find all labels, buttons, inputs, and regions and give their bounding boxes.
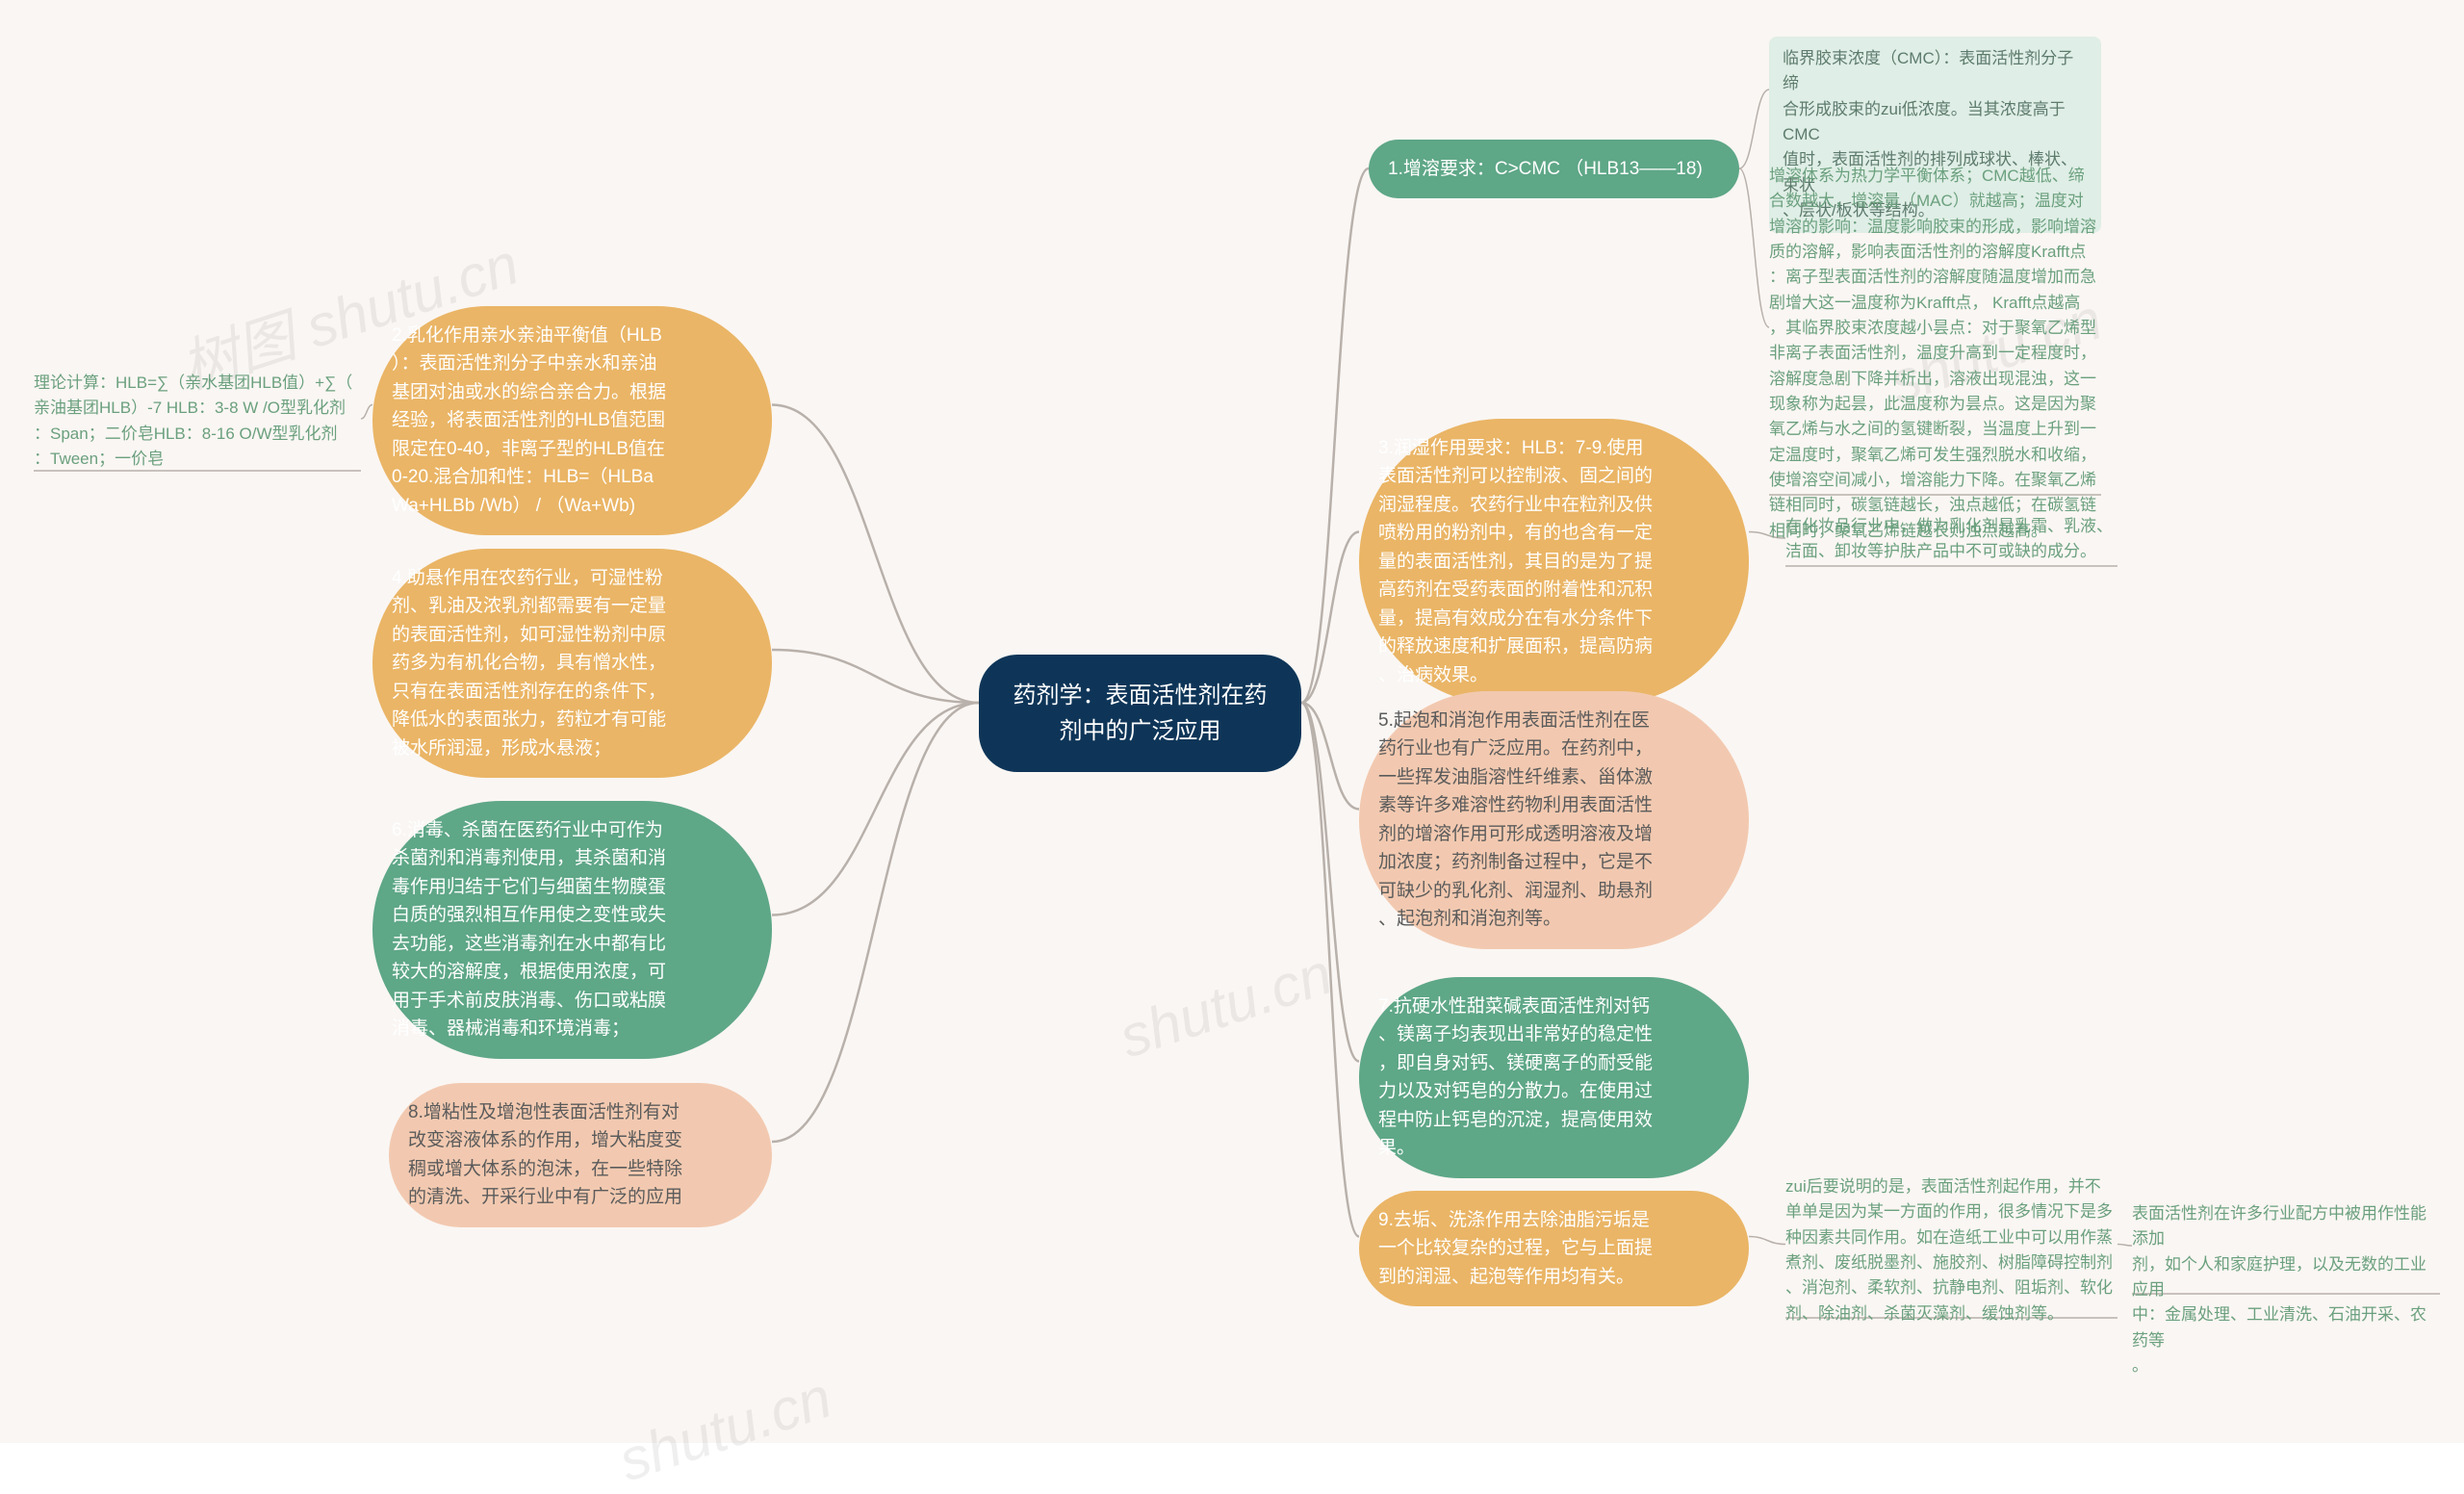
branch-node[interactable]: 4.助悬作用在农药行业，可湿性粉 剂、乳油及浓乳剂都需要有一定量 的表面活性剂，… — [372, 549, 772, 778]
center-topic[interactable]: 药剂学：表面活性剂在药 剂中的广泛应用 — [979, 655, 1301, 772]
connector — [1301, 703, 1359, 1237]
branch-node[interactable]: 9.去垢、洗涤作用去除油脂污垢是 一个比较复杂的过程，它与上面提 到的润湿、起泡… — [1359, 1191, 1749, 1306]
connector — [361, 405, 372, 420]
watermark: shutu.cn — [611, 1364, 839, 1494]
connector — [772, 405, 979, 704]
connector — [1301, 532, 1359, 704]
connector — [1301, 703, 1359, 1062]
branch-node[interactable]: 3.润湿作用要求：HLB：7-9.使用 表面活性剂可以控制液、固之间的 润湿程度… — [1359, 419, 1749, 705]
leaf-note[interactable]: zui后要说明的是，表面活性剂起作用，并不 单单是因为某一方面的作用，很多情况下… — [1785, 1174, 2118, 1327]
leaf-note[interactable]: 增溶体系为热力学平衡体系；CMC越低、缔 合数越大，增溶量（MAC）就越高；温度… — [1769, 164, 2101, 544]
connector — [1739, 168, 1769, 327]
branch-node[interactable]: 8.增粘性及增泡性表面活性剂有对 改变溶液体系的作用，增大粘度变 稠或增大体系的… — [389, 1083, 772, 1227]
connector — [1301, 168, 1369, 703]
connector — [1739, 90, 1769, 168]
watermark: shutu.cn — [1112, 940, 1340, 1071]
branch-node[interactable]: 5.起泡和消泡作用表面活性剂在医 药行业也有广泛应用。在药剂中， 一些挥发油脂溶… — [1359, 691, 1749, 949]
leaf-note[interactable]: 表面活性剂在许多行业配方中被用作性能添加 剂，如个人和家庭护理，以及无数的工业应… — [2132, 1201, 2440, 1378]
branch-node[interactable]: 7.抗硬水性甜菜碱表面活性剂对钙 、镁离子均表现出非常好的稳定性 ，即自身对钙、… — [1359, 977, 1749, 1178]
leaf-note[interactable]: 理论计算：HLB=∑（亲水基团HLB值）+∑（ 亲油基团HLB）-7 HLB：3… — [34, 371, 361, 472]
connector — [772, 703, 979, 915]
leaf-note[interactable]: 在化妆品行业中，做为乳化剂是乳霜、乳液、 洁面、卸妆等护肤产品中不可或缺的成分。 — [1785, 514, 2118, 565]
connector — [772, 650, 979, 703]
connector — [772, 703, 979, 1142]
mindmap-canvas: 树图 shutu.cnshutu.cnshutu.cnshutu.cn药剂学：表… — [0, 0, 2464, 1443]
connector — [1301, 703, 1359, 810]
branch-node[interactable]: 2.乳化作用亲水亲油平衡值（HLB ）：表面活性剂分子中亲水和亲油 基团对油或水… — [372, 306, 772, 535]
connector — [1749, 1237, 1785, 1245]
branch-node[interactable]: 6.消毒、杀菌在医药行业中可作为 杀菌剂和消毒剂使用，其杀菌和消 毒作用归结于它… — [372, 801, 772, 1059]
connector — [2118, 1245, 2132, 1247]
branch-node[interactable]: 1.增溶要求：C>CMC （HLB13——18) — [1369, 140, 1739, 198]
